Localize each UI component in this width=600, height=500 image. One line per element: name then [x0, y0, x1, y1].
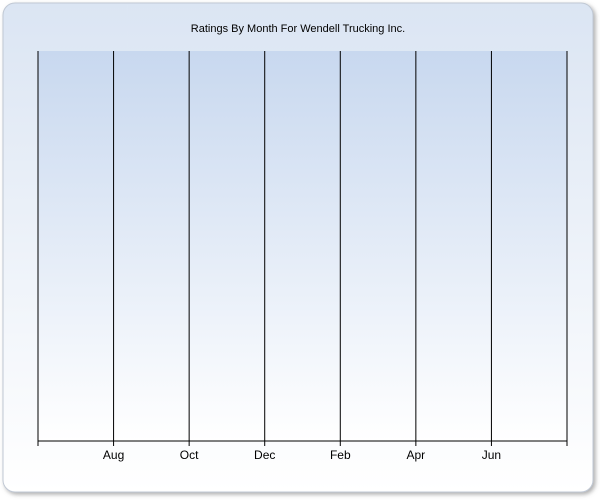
chart-title: Ratings By Month For Wendell Trucking In…: [191, 23, 405, 35]
plot-area: [38, 51, 567, 441]
x-tick-label: Oct: [180, 448, 199, 462]
x-tick-label: Jun: [482, 448, 501, 462]
x-tick-label: Apr: [407, 448, 426, 462]
x-tick-label: Dec: [254, 448, 275, 462]
x-tick-label: Feb: [330, 448, 351, 462]
x-tick-label: Aug: [103, 448, 124, 462]
